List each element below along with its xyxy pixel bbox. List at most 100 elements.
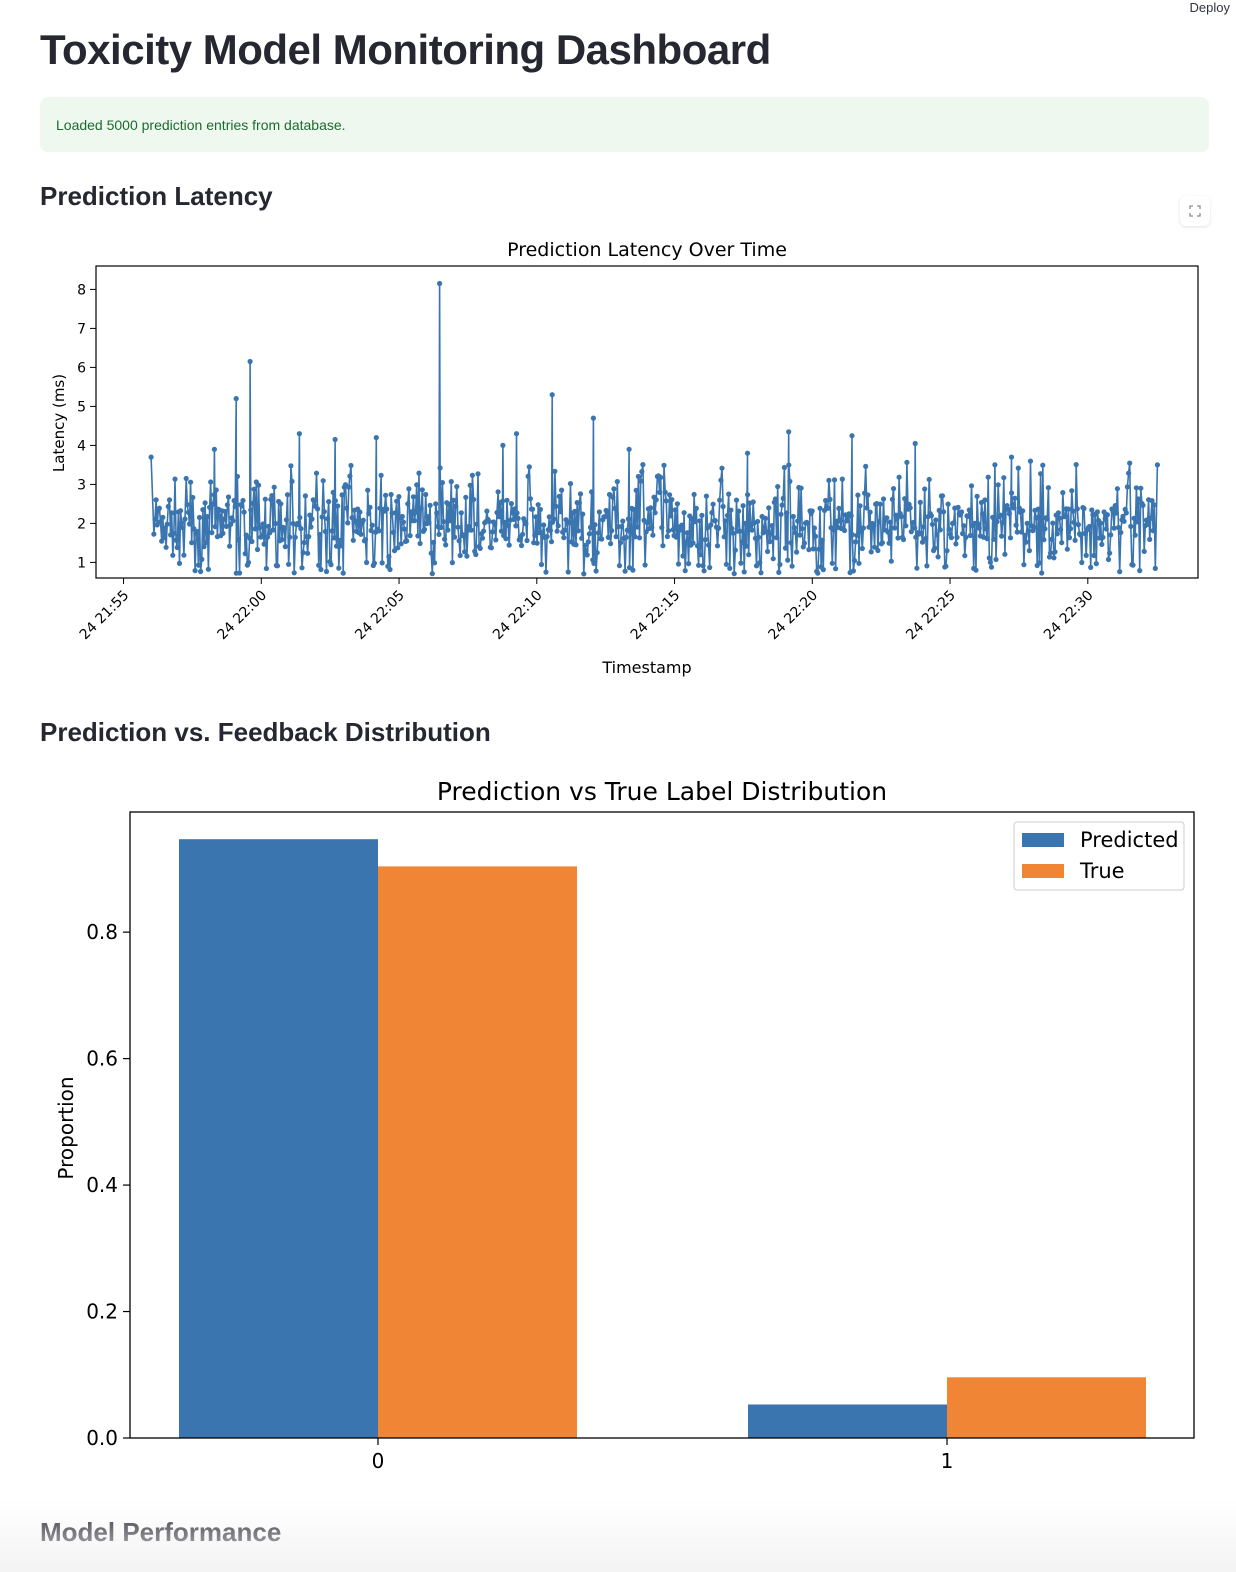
latency-point <box>561 535 567 541</box>
latency-point <box>1006 511 1013 517</box>
latency-point <box>1039 570 1045 576</box>
y-tick-label: 0.4 <box>86 1173 118 1197</box>
latency-point <box>986 555 992 561</box>
latency-point <box>360 517 366 523</box>
latency-point <box>477 545 483 551</box>
fullscreen-button[interactable] <box>1180 196 1210 226</box>
latency-point <box>668 513 674 519</box>
latency-point <box>166 497 173 503</box>
latency-point <box>176 560 183 566</box>
latency-point <box>1058 527 1064 533</box>
latency-point <box>376 528 382 534</box>
latency-point <box>371 560 377 566</box>
latency-point <box>696 562 702 568</box>
latency-point <box>405 501 411 507</box>
latency-point <box>797 532 803 538</box>
latency-point <box>447 518 453 524</box>
latency-point <box>1069 488 1075 494</box>
latency-point <box>263 565 269 572</box>
chart-title: Prediction vs True Label Distribution <box>437 777 887 806</box>
latency-point <box>672 507 678 513</box>
latency-point <box>820 567 826 573</box>
latency-point <box>505 522 511 528</box>
latency-point <box>877 501 883 507</box>
latency-point <box>951 520 957 526</box>
latency-point <box>174 544 180 551</box>
latency-point <box>1066 535 1073 541</box>
latency-point <box>406 486 412 492</box>
latency-point <box>582 542 588 548</box>
latency-point <box>849 433 855 439</box>
success-alert: Loaded 5000 prediction entries from data… <box>40 97 1209 152</box>
latency-point <box>533 514 539 520</box>
latency-point <box>1137 568 1143 574</box>
latency-point <box>245 559 252 566</box>
latency-point <box>504 497 510 503</box>
latency-point <box>1089 507 1095 513</box>
latency-point <box>151 531 157 537</box>
latency-point <box>693 505 699 511</box>
latency-point <box>811 525 818 531</box>
latency-point <box>178 508 184 514</box>
latency-point <box>628 530 634 536</box>
latency-point <box>890 486 897 492</box>
latency-point <box>348 462 354 469</box>
latency-point <box>648 505 654 511</box>
latency-point <box>230 518 236 524</box>
latency-point <box>1046 554 1053 560</box>
latency-point <box>781 464 788 471</box>
latency-point <box>610 494 616 500</box>
latency-point <box>731 571 737 577</box>
latency-point <box>182 516 188 522</box>
latency-point <box>945 501 951 507</box>
latency-point <box>548 539 555 545</box>
latency-point <box>888 558 894 564</box>
latency-point <box>287 534 293 540</box>
latency-point <box>410 494 416 500</box>
latency-point <box>789 563 795 569</box>
latency-point <box>718 477 724 483</box>
latency-point <box>1113 510 1119 516</box>
deploy-button[interactable]: Deploy <box>1189 0 1230 15</box>
latency-point <box>632 534 638 540</box>
latency-point <box>432 560 438 566</box>
latency-point <box>1154 462 1160 468</box>
y-tick-label: 5 <box>77 399 86 415</box>
latency-point <box>634 524 640 530</box>
latency-point <box>211 446 217 452</box>
latency-point <box>378 472 384 478</box>
latency-point <box>319 514 325 520</box>
latency-point <box>677 527 683 533</box>
distribution-chart: Prediction vs True Label Distribution Pr… <box>54 777 1195 1473</box>
latency-point <box>662 489 668 495</box>
latency-point <box>1035 506 1041 512</box>
latency-point <box>669 497 675 503</box>
latency-point <box>326 499 332 505</box>
latency-point <box>278 501 284 507</box>
latency-point <box>664 533 671 540</box>
latency-point <box>362 537 369 543</box>
latency-point <box>579 535 585 541</box>
latency-point <box>281 526 287 532</box>
latency-point <box>489 529 496 535</box>
latency-point <box>720 503 726 510</box>
x-tick-label: 0 <box>372 1449 385 1473</box>
latency-point <box>994 519 1000 525</box>
latency-point <box>252 526 258 532</box>
latency-point <box>819 537 825 543</box>
latency-point <box>337 537 343 543</box>
latency-point <box>770 556 776 562</box>
latency-point <box>399 513 405 520</box>
latency-point <box>934 531 940 538</box>
latency-point <box>546 514 552 520</box>
legend-label-true: True <box>1079 859 1125 883</box>
latency-point <box>823 497 829 504</box>
latency-point <box>308 524 314 530</box>
latency-point <box>913 534 919 540</box>
latency-point <box>939 493 946 499</box>
latency-point <box>966 507 972 513</box>
latency-point <box>787 478 793 484</box>
latency-point <box>980 511 986 517</box>
latency-point <box>642 562 648 568</box>
latency-point <box>1111 525 1117 531</box>
